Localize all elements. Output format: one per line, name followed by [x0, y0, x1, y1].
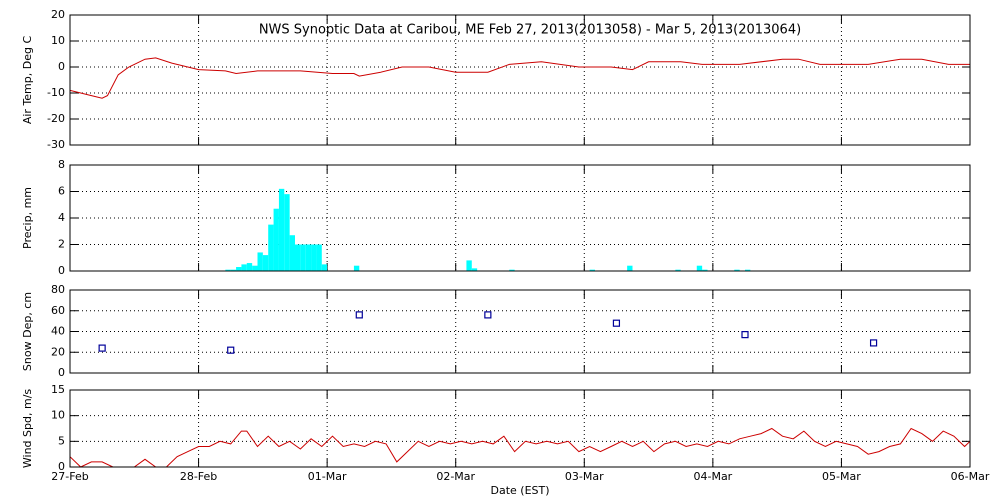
- plot-area: [98, 311, 878, 354]
- bar: [268, 224, 274, 271]
- point: [612, 319, 621, 327]
- y-tick-label: 60: [51, 304, 65, 317]
- bar: [321, 264, 328, 271]
- panel-frame: [69, 164, 971, 272]
- bar: [257, 252, 263, 271]
- bar: [236, 267, 242, 271]
- bar: [675, 269, 681, 271]
- bar: [745, 269, 751, 271]
- x-axis-label: Date (EST): [490, 484, 549, 497]
- x-tick-label: 04-Mar: [693, 470, 732, 483]
- y-tick-label: 20: [51, 345, 65, 358]
- plot-area: [70, 427, 970, 467]
- bar: [295, 244, 301, 271]
- y-axis-label: Air Temp, Deg C: [21, 36, 34, 125]
- y-axis-label: Snow Dep, cm: [21, 292, 34, 371]
- y-tick-label: 0: [58, 264, 65, 277]
- y-tick-label: -30: [47, 138, 65, 151]
- y-tick-label: 6: [58, 185, 65, 198]
- y-tick-label: -20: [47, 112, 65, 125]
- x-tick-label: 01-Mar: [308, 470, 347, 483]
- y-tick-label: 4: [58, 211, 65, 224]
- x-tick-label: 05-Mar: [822, 470, 861, 483]
- y-tick-label: 15: [51, 383, 65, 396]
- bar: [246, 263, 253, 271]
- bar: [305, 244, 312, 271]
- bar: [466, 260, 472, 271]
- y-tick-label: 20: [51, 8, 65, 21]
- y-tick-label: 0: [58, 460, 65, 473]
- y-axis-label: Wind Spd, m/s: [21, 389, 34, 469]
- bar: [284, 194, 290, 271]
- point: [484, 311, 492, 319]
- bar: [471, 268, 478, 271]
- point: [869, 339, 878, 347]
- bar: [702, 269, 708, 271]
- y-tick-label: 10: [51, 409, 65, 422]
- point: [227, 346, 235, 354]
- bar: [509, 269, 515, 271]
- y-tick-label: 10: [51, 34, 65, 47]
- y-tick-label: -10: [47, 86, 65, 99]
- bar: [300, 244, 306, 271]
- bar: [278, 188, 285, 271]
- bar: [353, 265, 360, 271]
- plot-area: [225, 188, 751, 271]
- bar: [696, 265, 703, 271]
- x-tick-label: 27-Feb: [51, 470, 88, 483]
- chart-title: NWS Synoptic Data at Caribou, ME Feb 27,…: [259, 23, 801, 38]
- bar: [589, 269, 595, 271]
- plot-area: [70, 57, 970, 99]
- y-tick-label: 2: [58, 238, 65, 251]
- bar: [262, 255, 269, 271]
- bar: [311, 244, 317, 271]
- line: [70, 57, 970, 99]
- x-tick-label: 03-Mar: [565, 470, 604, 483]
- bar: [316, 244, 322, 271]
- y-axis-label: Precip, mm: [21, 187, 34, 249]
- point: [741, 331, 749, 339]
- line: [70, 427, 970, 467]
- y-tick-label: 0: [58, 60, 65, 73]
- bar: [273, 208, 279, 271]
- bar: [230, 269, 237, 271]
- bar: [252, 265, 258, 271]
- y-tick-label: 0: [58, 366, 65, 379]
- bar: [225, 269, 231, 271]
- panel-frame: [69, 289, 971, 374]
- y-tick-label: 5: [58, 434, 65, 447]
- bar: [289, 235, 295, 271]
- y-tick-label: 80: [51, 283, 65, 296]
- panel-frame: [69, 389, 971, 468]
- point: [98, 344, 106, 352]
- x-tick-label: 06-Mar: [951, 470, 990, 483]
- x-tick-label: 02-Mar: [436, 470, 475, 483]
- point: [355, 311, 363, 319]
- y-tick-label: 40: [51, 325, 65, 338]
- bar: [241, 264, 247, 271]
- bar: [734, 269, 740, 271]
- panel-frame: [69, 14, 971, 146]
- x-tick-label: 28-Feb: [180, 470, 217, 483]
- bar: [627, 265, 633, 271]
- y-tick-label: 8: [58, 158, 65, 171]
